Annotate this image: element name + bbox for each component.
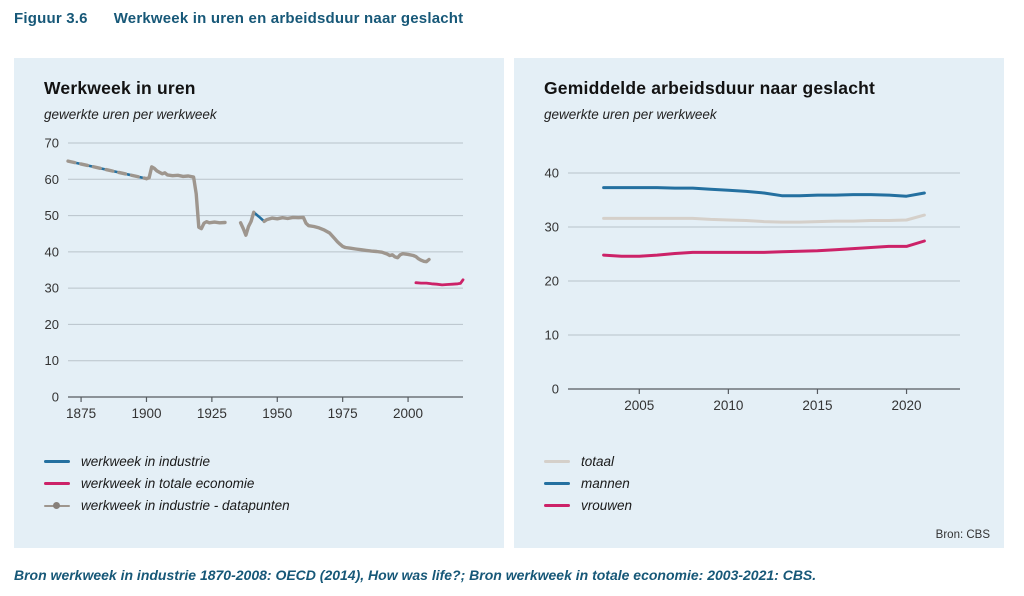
legend-item-vrouwen: vrouwen [544,498,632,513]
svg-text:60: 60 [45,172,59,187]
chart-subtitle-werkweek: gewerkte uren per werkweek [44,107,217,122]
svg-text:10: 10 [45,353,59,368]
source-note: Bron: CBS [935,529,990,541]
svg-text:1925: 1925 [197,406,227,421]
chart-title-werkweek: Werkweek in uren [44,78,196,98]
legend-item-totaal: totaal [544,454,632,469]
svg-text:20: 20 [545,274,559,289]
svg-text:1950: 1950 [262,406,292,421]
legend-swatch-datapunten [44,502,70,509]
svg-text:0: 0 [52,390,59,405]
arbeidsduur-line-chart: 0 10 20 30 40 2005 2010 2015 2020 [545,166,960,413]
svg-text:2010: 2010 [713,398,743,413]
legend-label-vrouwen: vrouwen [581,498,633,513]
svg-text:70: 70 [45,136,59,151]
svg-text:1875: 1875 [66,406,96,421]
legend-swatch-vrouwen [544,504,570,507]
svg-text:40: 40 [45,244,59,259]
figure-caption: Werkweek in uren en arbeidsduur naar ges… [113,10,464,27]
legend-item-mannen: mannen [544,476,632,491]
figure-title: Figuur 3.6 Werkweek in uren en arbeidsduu… [14,10,463,27]
legend-label-totaal: totaal [581,454,615,469]
legend-swatch-totale-economie [44,482,70,485]
chart-title-arbeidsduur: Gemiddelde arbeidsduur naar geslacht [544,78,876,98]
svg-text:2000: 2000 [393,406,423,421]
svg-text:0: 0 [552,382,559,397]
legend-label-totale-economie: werkweek in totale economie [81,476,255,491]
legend-item-datapunten: werkweek in industrie - datapunten [44,498,290,513]
legend-swatch-industrie [44,460,70,463]
panel-arbeidsduur-geslacht: Gemiddelde arbeidsduur naar geslacht gew… [514,58,1004,548]
legend-item-industrie: werkweek in industrie [44,454,290,469]
svg-text:1900: 1900 [131,406,161,421]
legend-label-mannen: mannen [581,476,630,491]
legend-swatch-totaal [544,460,570,463]
legend-arbeidsduur: totaal mannen vrouwen [544,454,632,513]
svg-text:2015: 2015 [802,398,832,413]
figure-number: Figuur 3.6 [14,10,88,27]
legend-swatch-mannen [544,482,570,485]
svg-text:40: 40 [545,166,559,181]
svg-text:20: 20 [45,317,59,332]
svg-text:1975: 1975 [328,406,358,421]
svg-text:30: 30 [45,281,59,296]
svg-text:2020: 2020 [892,398,922,413]
svg-text:30: 30 [545,220,559,235]
figure-footer-source: Bron werkweek in industrie 1870-2008: OE… [14,567,817,583]
chart-subtitle-arbeidsduur: gewerkte uren per werkweek [544,107,717,122]
svg-text:2005: 2005 [624,398,654,413]
svg-text:10: 10 [545,328,559,343]
legend-label-datapunten: werkweek in industrie - datapunten [81,498,290,513]
legend-label-industrie: werkweek in industrie [81,454,211,469]
panel-werkweek-in-uren: Werkweek in uren gewerkte uren per werkw… [14,58,504,548]
legend-werkweek: werkweek in industrie werkweek in totale… [44,454,290,513]
svg-text:50: 50 [45,208,59,223]
werkweek-line-chart: 0 10 20 30 40 50 60 70 1875 1900 1925 1950 1975 2000 [45,136,465,421]
legend-item-totale-economie: werkweek in totale economie [44,476,290,491]
